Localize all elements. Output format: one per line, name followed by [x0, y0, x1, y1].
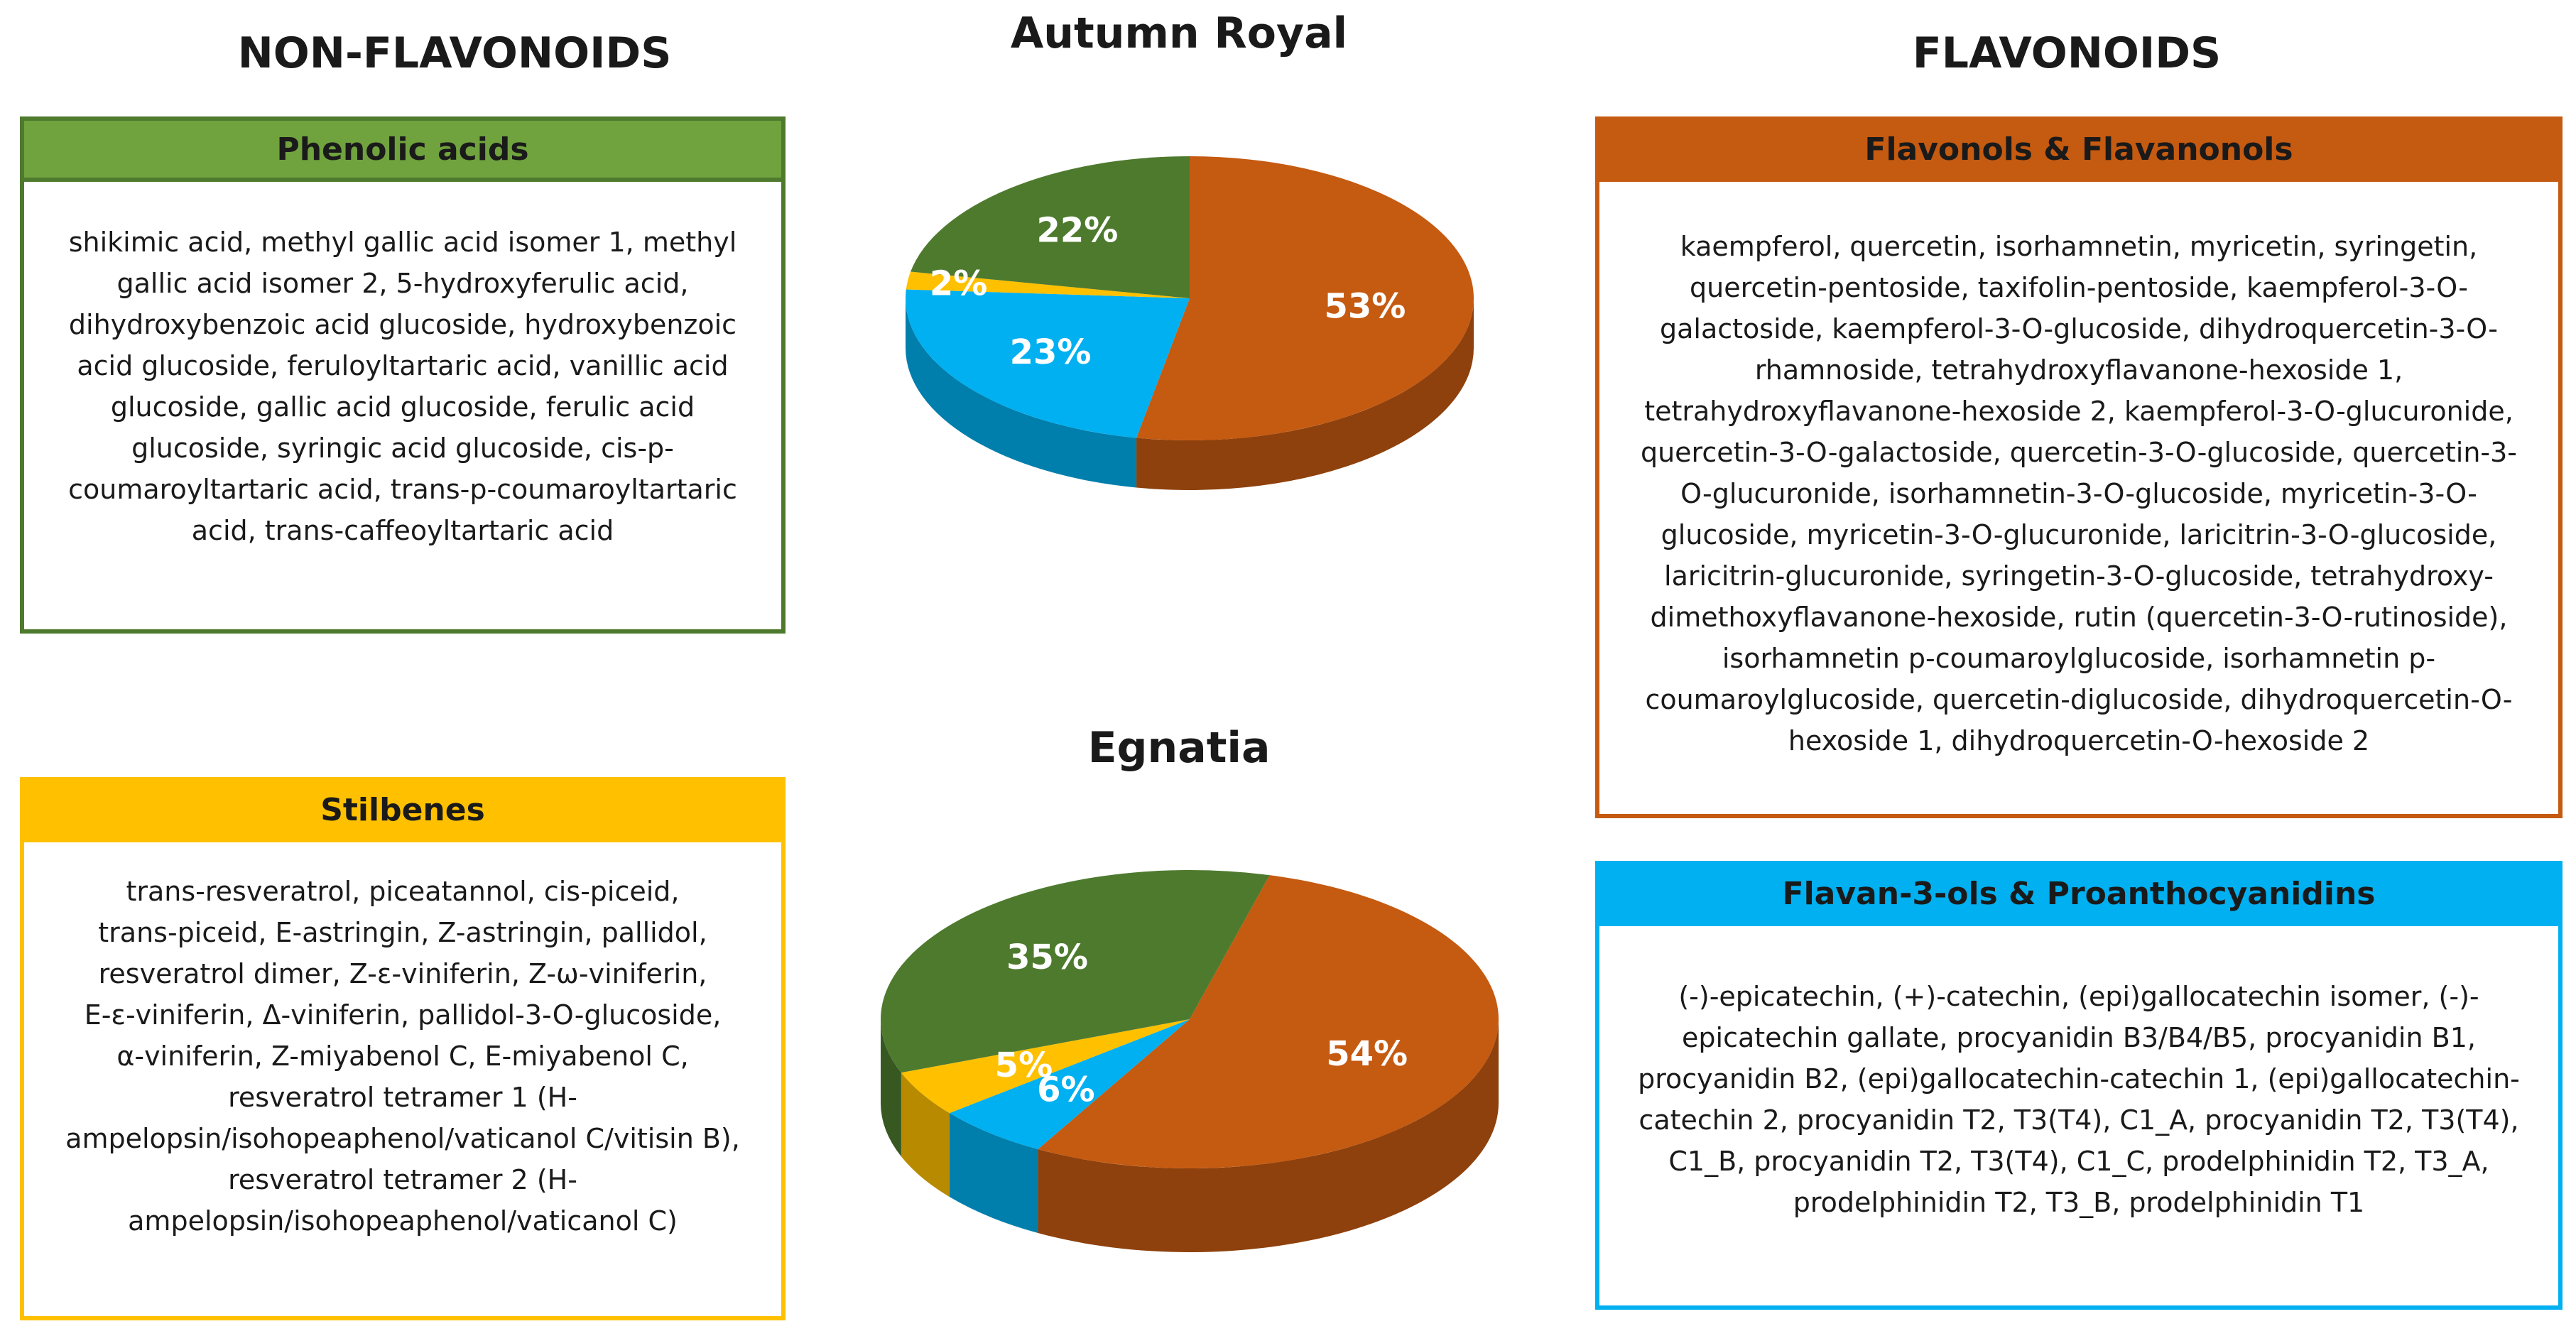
- stilbenes-slice: [901, 1019, 1190, 1114]
- list-line: prodelphinidin T2, T3_B, prodelphinidin …: [1793, 1187, 2365, 1218]
- list-line: coumaroylglucoside, quercetin-diglucosid…: [1645, 684, 2513, 715]
- phenolic-acids-box: Phenolic acids shikimic acid, methyl gal…: [20, 116, 786, 634]
- list-line: coumaroyltartaric acid, trans-p-coumaroy…: [68, 474, 737, 505]
- flavan-3-ols-percent-label: 23%: [1010, 332, 1092, 372]
- flavan-3-ols-title: Flavan-3-ols & Proanthocyanidins: [1599, 865, 2558, 926]
- stilbenes-list: trans-resveratrol, piceatannol, cis-pice…: [24, 842, 781, 1242]
- egnatia-chart-title: Egnatia: [1087, 723, 1271, 773]
- list-line: shikimic acid, methyl gallic acid isomer…: [68, 227, 737, 258]
- list-line: catechin 2, procyanidin T2, T3(T4), C1_A…: [1638, 1104, 2519, 1136]
- list-line: resveratrol tetramer 1 (H-: [228, 1082, 577, 1113]
- list-line: dimethoxyflavanone-hexoside, rutin (quer…: [1650, 602, 2508, 633]
- list-line: ampelopsin/isohopeaphenol/vaticanol C): [128, 1205, 678, 1237]
- list-line: resveratrol tetramer 2 (H-: [228, 1164, 577, 1195]
- phenolic-acids-list: shikimic acid, methyl gallic acid isomer…: [24, 182, 781, 551]
- list-line: tetrahydroxyflavanone-hexoside 2, kaempf…: [1644, 396, 2513, 427]
- flavan-3-ols-box: Flavan-3-ols & Proanthocyanidins (-)-epi…: [1595, 861, 2563, 1310]
- flavan-3-ols-slice-side: [949, 1113, 1038, 1233]
- list-line: hexoside 1, dihydroquercetin-O-hexoside …: [1788, 725, 2370, 756]
- autumn-royal-chart-title: Autumn Royal: [1010, 9, 1348, 58]
- stilbenes-box: Stilbenes trans-resveratrol, piceatannol…: [20, 777, 786, 1320]
- flavonols-box: Flavonols & Flavanonols kaempferol, quer…: [1595, 116, 2563, 818]
- list-line: laricitrin-glucuronide, syringetin-3-O-g…: [1664, 560, 2494, 592]
- flavonols-title: Flavonols & Flavanonols: [1599, 121, 2558, 182]
- list-line: glucoside, syringic acid glucoside, cis-…: [131, 433, 674, 464]
- flavonols-slice: [1038, 875, 1499, 1168]
- autumn-royal-pie: 53% 23% 2% 22%: [906, 156, 1474, 490]
- phenolic-acids-percent-label: 35%: [1006, 938, 1088, 977]
- phenolic-acids-slice: [911, 156, 1190, 298]
- phenolic-acids-title: Phenolic acids: [24, 121, 781, 182]
- flavan-3-ols-slice-side: [906, 298, 1137, 488]
- phenolic-acids-percent-label: 22%: [1036, 210, 1118, 250]
- list-line: epicatechin gallate, procyanidin B3/B4/B…: [1682, 1022, 2476, 1053]
- list-line: isorhamnetin p-coumaroylglucoside, isorh…: [1722, 643, 2436, 674]
- stilbenes-percent-label: 2%: [930, 264, 988, 303]
- stilbenes-slice-side: [901, 1072, 950, 1197]
- list-line: quercetin-pentoside, taxifolin-pentoside…: [1690, 272, 2468, 303]
- list-line: glucoside, myricetin-3-O-glucuronide, la…: [1661, 519, 2497, 550]
- list-line: trans-piceid, E-astringin, Z-astringin, …: [98, 917, 707, 948]
- flavonoids-heading: FLAVONOIDS: [1912, 28, 2222, 78]
- list-line: rhamnoside, tetrahydroxyflavanone-hexosi…: [1754, 354, 2403, 386]
- list-line: quercetin-3-O-galactoside, quercetin-3-O…: [1640, 437, 2518, 468]
- list-line: procyanidin B2, (epi)gallocatechin-catec…: [1638, 1063, 2520, 1095]
- list-line: acid glucoside, feruloyltartaric acid, v…: [77, 350, 729, 381]
- list-line: O-glucuronide, isorhamnetin-3-O-glucosid…: [1680, 478, 2477, 509]
- list-line: (-)-epicatechin, (+)-catechin, (epi)gall…: [1678, 981, 2479, 1012]
- list-line: kaempferol, quercetin, isorhamnetin, myr…: [1680, 231, 2478, 262]
- flavonols-percent-label: 53%: [1324, 287, 1406, 327]
- stilbenes-slice: [906, 271, 1190, 298]
- non-flavonoids-heading: NON-FLAVONOIDS: [237, 28, 672, 78]
- list-line: trans-resveratrol, piceatannol, cis-pice…: [126, 876, 680, 907]
- list-line: galactoside, kaempferol-3-O-glucoside, d…: [1660, 313, 2498, 344]
- list-line: ampelopsin/isohopeaphenol/vaticanol C/vi…: [65, 1123, 740, 1154]
- flavonols-percent-label: 54%: [1326, 1034, 1408, 1074]
- flavan-3-ols-slice: [906, 289, 1190, 438]
- flavonols-slice: [1136, 156, 1474, 440]
- stilbenes-percent-label: 5%: [995, 1046, 1053, 1085]
- flavonols-slice-side: [1038, 1019, 1499, 1253]
- egnatia-pie: 54% 6%5% 35%: [880, 870, 1499, 1253]
- list-line: dihydroxybenzoic acid glucoside, hydroxy…: [68, 309, 737, 340]
- flavonols-list: kaempferol, quercetin, isorhamnetin, myr…: [1599, 182, 2558, 761]
- list-line: acid, trans-caffeoyltartaric acid: [191, 515, 614, 546]
- flavan-3-ols-percent-label: 6%: [1037, 1070, 1095, 1109]
- list-line: E-ε-viniferin, Δ-viniferin, pallidol-3-O…: [84, 999, 722, 1031]
- phenolic-acids-slice: [880, 870, 1270, 1073]
- list-line: gallic acid isomer 2, 5-hydroxyferulic a…: [116, 268, 689, 299]
- flavan-3-ols-list: (-)-epicatechin, (+)-catechin, (epi)gall…: [1599, 926, 2558, 1223]
- list-line: glucoside, gallic acid glucoside, feruli…: [110, 391, 695, 423]
- stilbenes-title: Stilbenes: [24, 781, 781, 842]
- list-line: resveratrol dimer, Z-ε-viniferin, Z-ω-vi…: [98, 958, 707, 989]
- flavonols-slice-side: [1136, 298, 1474, 490]
- phenolic-acids-slice-side: [881, 1019, 901, 1157]
- flavan-3-ols-slice: [949, 1019, 1190, 1149]
- list-line: α-viniferin, Z-miyabenol C, E-miyabenol …: [116, 1041, 689, 1072]
- list-line: C1_B, procyanidin T2, T3(T4), C1_C, prod…: [1668, 1146, 2489, 1177]
